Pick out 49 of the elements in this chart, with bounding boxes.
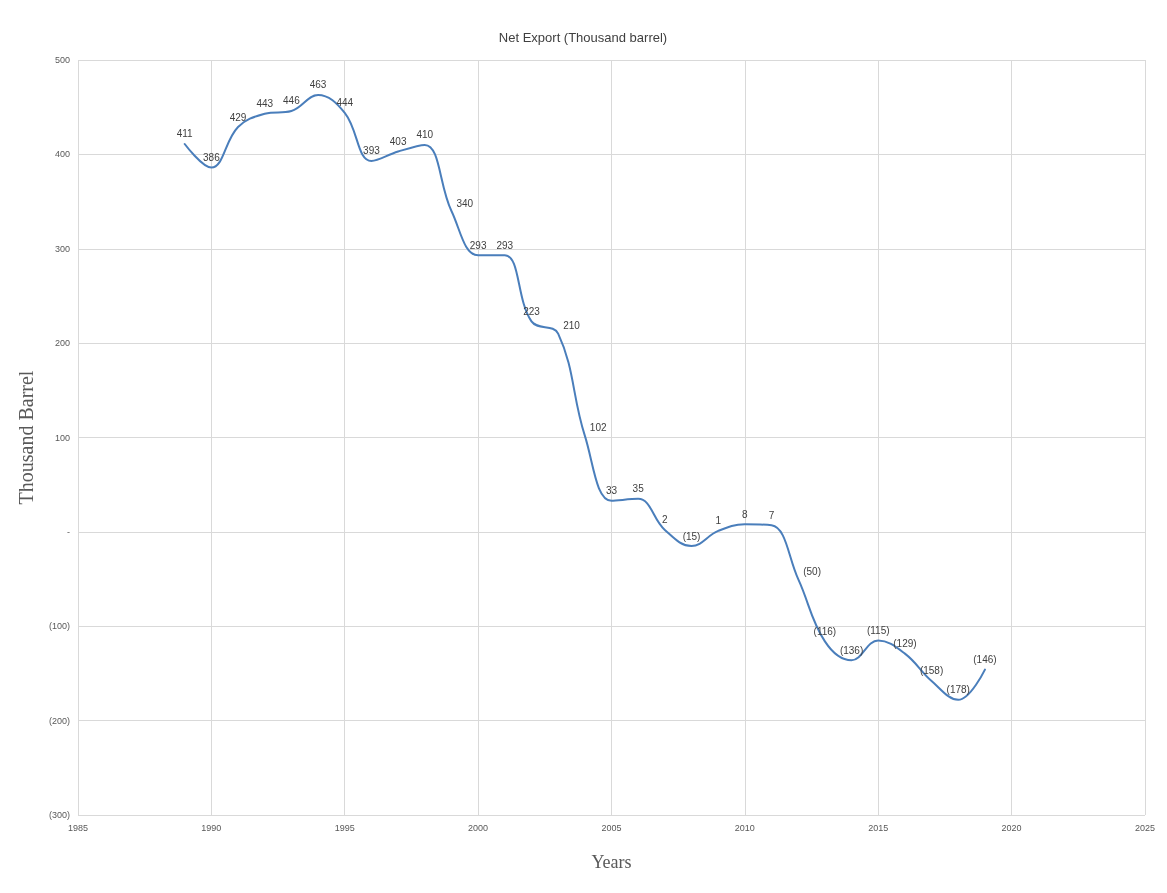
data-label: (178) bbox=[946, 684, 970, 696]
data-label: 410 bbox=[416, 129, 434, 141]
data-label: 2 bbox=[662, 514, 669, 526]
x-tick-label: 1985 bbox=[67, 822, 89, 833]
x-tick-label: 2000 bbox=[468, 822, 489, 833]
data-label: (15) bbox=[682, 530, 701, 542]
y-tick-label: 300 bbox=[54, 243, 70, 254]
data-label: 443 bbox=[256, 98, 274, 110]
data-label: 429 bbox=[229, 111, 247, 123]
x-tick-label: 2010 bbox=[734, 822, 755, 833]
data-label: 411 bbox=[176, 128, 194, 140]
y-tick-label: 500 bbox=[54, 55, 70, 65]
x-tick-label: 2020 bbox=[1001, 822, 1022, 833]
data-label: 293 bbox=[496, 239, 514, 251]
data-label: 463 bbox=[309, 79, 327, 91]
data-label: 444 bbox=[336, 97, 354, 109]
data-label: 393 bbox=[363, 145, 381, 157]
data-label: 403 bbox=[389, 136, 407, 148]
x-tick-label: 2005 bbox=[601, 822, 622, 833]
y-axis-title: Thousand Barrel bbox=[15, 370, 37, 505]
data-label: 8 bbox=[742, 508, 749, 520]
data-label: 35 bbox=[632, 483, 645, 495]
y-tick-label: 400 bbox=[54, 149, 70, 160]
data-label: 33 bbox=[605, 485, 618, 497]
data-label: 7 bbox=[768, 509, 775, 521]
data-label: (136) bbox=[839, 644, 864, 656]
data-label: (129) bbox=[893, 638, 917, 650]
chart-title: Net Export (Thousand barrel) bbox=[498, 30, 668, 45]
data-label: (115) bbox=[866, 624, 890, 636]
x-tick-label: 1990 bbox=[201, 822, 222, 833]
x-tick-label: 2025 bbox=[1134, 822, 1155, 833]
data-label: 293 bbox=[469, 239, 487, 251]
data-label: 1 bbox=[715, 515, 722, 527]
y-tick-label: (300) bbox=[48, 810, 70, 820]
y-tick-label: 100 bbox=[54, 432, 70, 443]
data-label: 446 bbox=[283, 95, 301, 107]
y-tick-label: - bbox=[67, 526, 70, 537]
data-label: 102 bbox=[589, 422, 607, 434]
data-label: (146) bbox=[973, 654, 997, 666]
data-label: (50) bbox=[803, 565, 822, 577]
x-axis-title: Years bbox=[591, 852, 632, 872]
data-label: 340 bbox=[456, 197, 474, 209]
x-tick-label: 1995 bbox=[334, 822, 355, 833]
data-label: 386 bbox=[203, 152, 221, 164]
x-tick-label: 2015 bbox=[868, 822, 889, 833]
y-tick-label: (100) bbox=[48, 621, 70, 632]
y-tick-label: (200) bbox=[48, 715, 70, 726]
y-tick-label: 200 bbox=[54, 338, 70, 349]
data-label: 210 bbox=[563, 320, 581, 332]
